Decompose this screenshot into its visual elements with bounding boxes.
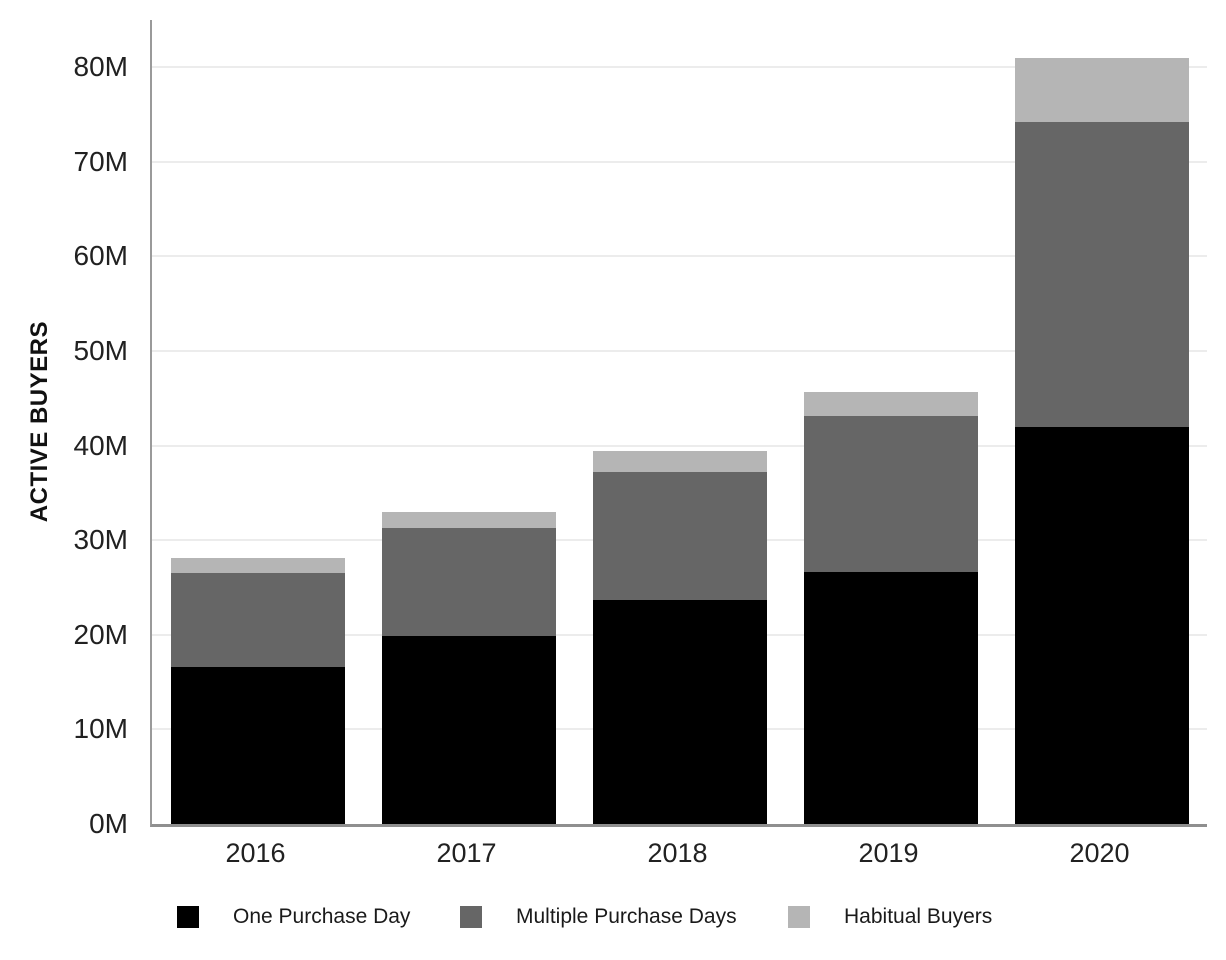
- bar-segment-2020-multiple-purchase-days: [1014, 122, 1189, 427]
- bar-segment-2019-one-purchase-day: [803, 572, 978, 824]
- legend-swatch-icon: [460, 906, 482, 928]
- y-tick-label-70M: 70M: [73, 145, 128, 177]
- y-tick-label-0M: 0M: [89, 808, 128, 839]
- bar-segment-2016-habitual-buyers: [170, 558, 345, 574]
- bar-segment-2020-one-purchase-day: [1014, 426, 1189, 824]
- legend-item-one-purchase-day: One Purchase Day: [177, 905, 410, 929]
- bar-segment-2016-one-purchase-day: [170, 666, 345, 824]
- bar-2018: [592, 451, 767, 824]
- gridline-40M: [152, 444, 1207, 447]
- y-tick-label-50M: 50M: [73, 335, 128, 367]
- bar-segment-2018-one-purchase-day: [592, 599, 767, 824]
- y-tick-label-30M: 30M: [73, 524, 128, 556]
- gridline-60M: [152, 255, 1207, 258]
- plot-area: [150, 20, 1207, 827]
- y-tick-label-10M: 10M: [73, 713, 128, 745]
- bar-segment-2019-habitual-buyers: [803, 391, 978, 417]
- bar-2020: [1014, 57, 1189, 824]
- x-label-2017: 2017: [436, 838, 497, 868]
- y-tick-label-40M: 40M: [73, 429, 128, 461]
- bar-segment-2018-habitual-buyers: [592, 451, 767, 473]
- x-label-2019: 2019: [858, 838, 919, 868]
- y-tick-label-20M: 20M: [73, 618, 128, 650]
- gridline-50M: [152, 350, 1207, 353]
- legend-item-habitual-buyers: Habitual Buyers: [788, 905, 992, 929]
- y-tick-label-80M: 80M: [73, 51, 128, 83]
- bar-2016: [170, 558, 345, 824]
- bar-segment-2018-multiple-purchase-days: [592, 472, 767, 600]
- y-axis-title-wrap: ACTIVE BUYERS: [18, 20, 62, 824]
- bar-segment-2017-one-purchase-day: [381, 635, 556, 824]
- bar-segment-2020-habitual-buyers: [1014, 57, 1189, 123]
- bar-2017: [381, 511, 556, 824]
- x-label-2018: 2018: [647, 838, 708, 868]
- legend-label: Multiple Purchase Days: [516, 905, 737, 928]
- bar-segment-2016-multiple-purchase-days: [170, 573, 345, 667]
- legend-swatch-icon: [177, 906, 199, 928]
- x-label-2016: 2016: [225, 838, 286, 868]
- gridline-80M: [152, 66, 1207, 69]
- legend-label: Habitual Buyers: [844, 905, 993, 928]
- bar-segment-2017-multiple-purchase-days: [381, 527, 556, 636]
- x-label-2020: 2020: [1069, 838, 1130, 868]
- bar-segment-2017-habitual-buyers: [381, 511, 556, 528]
- legend-item-multiple-purchase-days: Multiple Purchase Days: [460, 905, 737, 929]
- bar-segment-2019-multiple-purchase-days: [803, 416, 978, 573]
- legend-label: One Purchase Day: [233, 905, 411, 928]
- bar-2019: [803, 391, 978, 824]
- y-tick-label-60M: 60M: [73, 240, 128, 272]
- legend-swatch-icon: [788, 906, 810, 928]
- gridline-70M: [152, 160, 1207, 163]
